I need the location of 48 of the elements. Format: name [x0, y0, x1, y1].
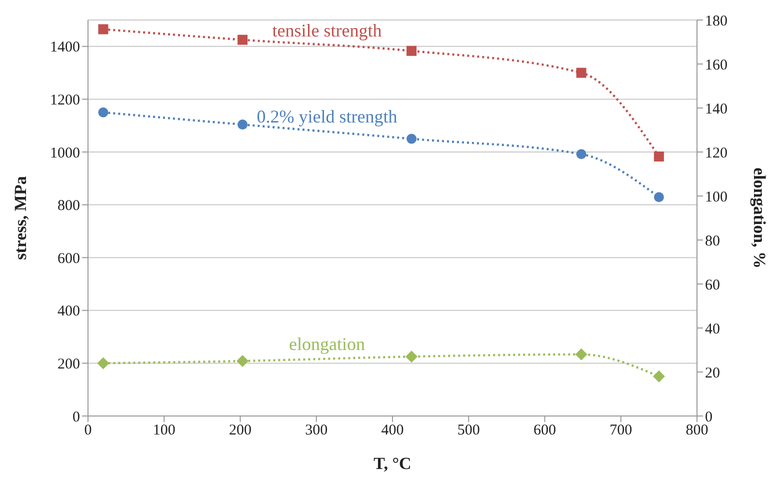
- y-tick-label: 1400: [50, 40, 80, 56]
- x-axis-title: T, °C: [374, 454, 412, 473]
- y-tick-label: 400: [58, 304, 80, 320]
- y-axis-title: stress, MPa: [11, 176, 30, 260]
- y-tick-label: 800: [58, 198, 80, 214]
- point: [238, 120, 248, 130]
- point: [97, 357, 110, 370]
- point: [236, 355, 249, 367]
- point: [238, 34, 248, 45]
- x-tick-label: 300: [305, 422, 328, 439]
- y2-tick-label: 180: [705, 13, 728, 30]
- point: [654, 192, 664, 202]
- y-tick-label: 600: [58, 250, 80, 267]
- point: [98, 24, 108, 34]
- y-tick-label: 200: [58, 356, 80, 373]
- point: [654, 151, 664, 162]
- y2-tick-label: 100: [705, 189, 728, 206]
- x-tick-label: 800: [686, 422, 708, 439]
- series-label: elongation: [289, 334, 366, 354]
- x-tick-label: 100: [152, 422, 176, 439]
- series-label: tensile strength: [272, 20, 382, 40]
- y-tick-label: 1200: [50, 92, 80, 109]
- x-tick-label: 200: [229, 422, 252, 439]
- point: [406, 350, 418, 363]
- y2-tick-label: 60: [705, 277, 720, 294]
- point: [406, 134, 417, 144]
- y2-tick-label: 40: [705, 321, 720, 338]
- y2-tick-label: 80: [705, 233, 720, 250]
- y2-tick-label: 160: [705, 57, 728, 74]
- y2-axis-title: elongation, %: [750, 167, 769, 269]
- series-label: 0.2% yield strength: [256, 106, 398, 127]
- point: [576, 68, 586, 78]
- y-tick-label: 1000: [50, 145, 80, 162]
- y2-tick-label: 20: [705, 365, 720, 382]
- point: [575, 348, 588, 360]
- point: [576, 149, 586, 160]
- point: [652, 370, 665, 382]
- y-tick-label: 0: [72, 409, 80, 426]
- x-tick-label: 500: [457, 422, 480, 439]
- y2-tick-label: 0: [705, 409, 712, 426]
- point: [98, 107, 108, 118]
- x-tick-label: 400: [381, 422, 404, 439]
- y2-tick-label: 140: [705, 101, 728, 118]
- x-tick-label: 700: [610, 422, 632, 439]
- x-tick-label: 600: [534, 422, 556, 439]
- x-tick-label: 0: [84, 422, 92, 439]
- point: [406, 46, 417, 56]
- y2-tick-label: 120: [705, 145, 728, 162]
